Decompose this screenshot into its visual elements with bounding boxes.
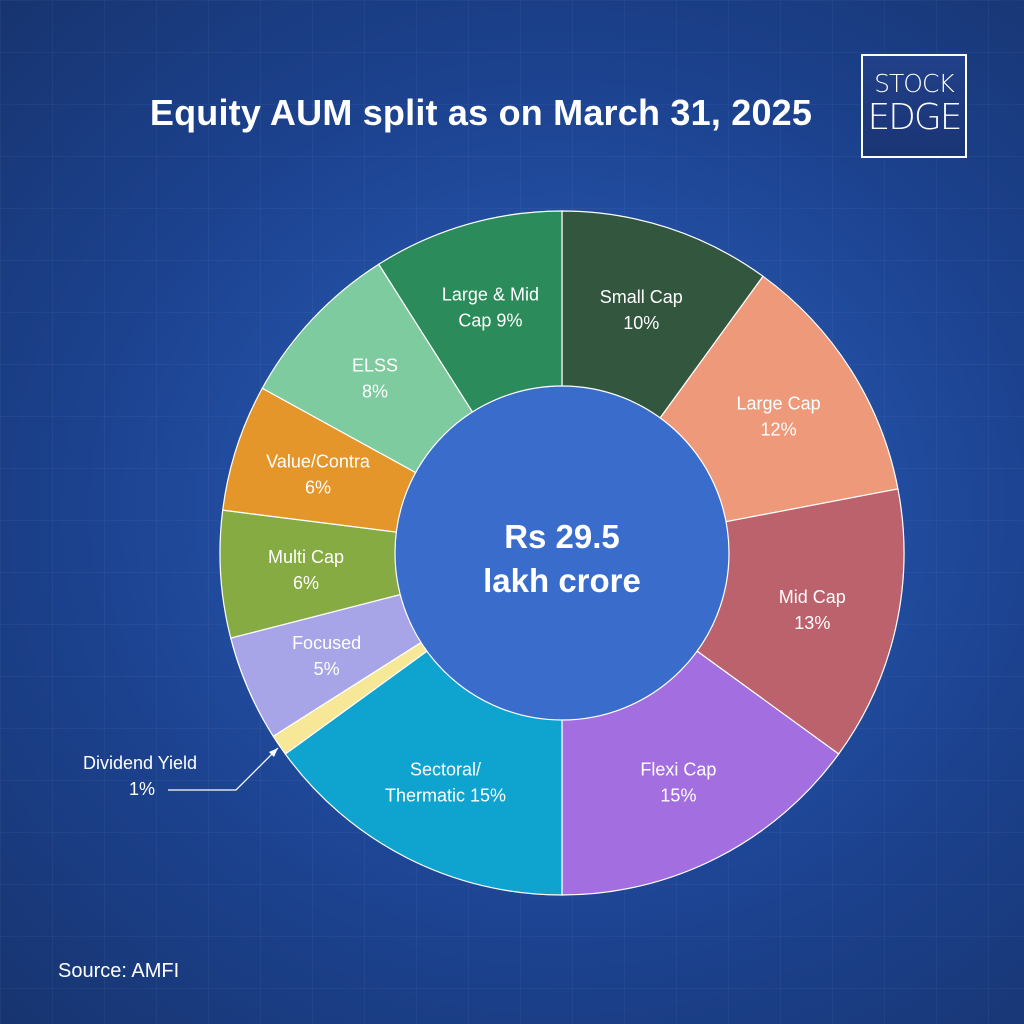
callout-value: 1% [129,779,155,799]
center-total-unit: lakh crore [483,562,641,599]
logo-line-2: EDGE [867,97,962,138]
slice-label: Cap 9% [458,311,522,331]
slice-label: 6% [305,478,331,498]
callout-label: Dividend Yield [83,753,197,773]
callout-line [168,747,279,791]
donut-hole [394,385,730,721]
slice-label: Mid Cap [779,587,846,607]
slices-group [219,210,905,896]
slice-label: 15% [660,786,696,806]
arrow-head-icon [269,748,278,757]
slice-labels: Small Cap 10% Large Cap 12% Mid Cap 13% Flexi … [266,285,846,806]
dividend-yield-callout: Dividend Yield 1% [83,747,279,799]
slice-label: Flexi Cap [640,760,716,780]
source-note: Source: AMFI [58,960,180,982]
center-total-value: Rs 29.5 [504,518,620,555]
slice-label: Value/Contra [266,452,371,472]
slice-label: 13% [794,613,830,633]
chart-title: Equity AUM split as on March 31, 2025 [149,92,813,133]
slice-label: 10% [623,313,659,333]
slice-label: Multi Cap [268,547,344,567]
logo-line-1: STOCK [874,69,955,98]
slice-label: ELSS [352,355,398,375]
slice-label: Sectoral/ [410,760,481,780]
slice-label: Thermatic 15% [385,786,506,806]
slice-label: Focused [292,633,361,653]
slice-label: Small Cap [600,287,683,307]
slice-label: 5% [314,659,340,679]
stockedge-logo: STOCK EDGE [861,54,967,158]
slice-label: Large Cap [737,394,821,414]
slice-label: 12% [761,420,797,440]
slice-label: 6% [293,573,319,593]
slice-label: Large & Mid [442,285,539,305]
slice-label: 8% [362,381,388,401]
